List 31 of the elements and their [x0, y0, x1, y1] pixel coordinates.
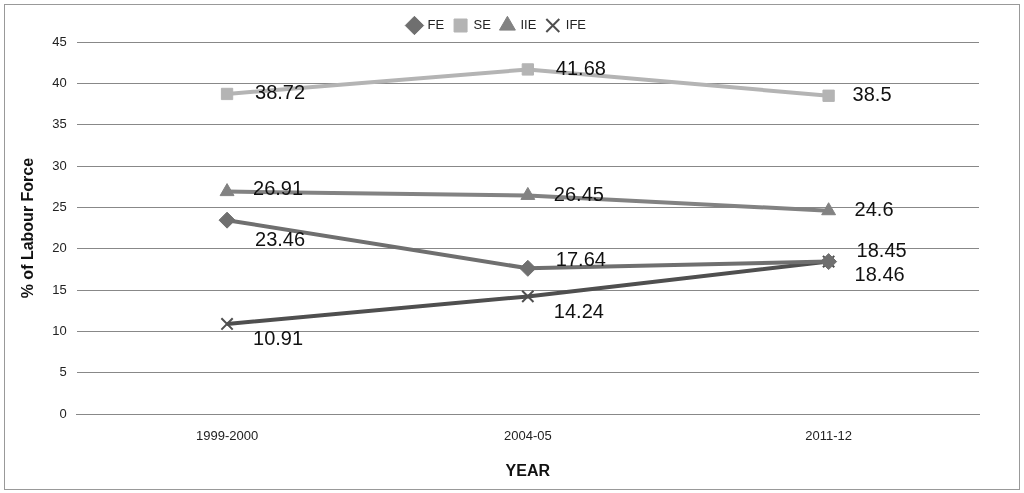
x-axis-title: YEAR — [505, 461, 551, 479]
data-label: 18.45 — [856, 239, 907, 262]
y-tick-label: 15 — [52, 281, 67, 297]
data-label: 14.24 — [553, 299, 604, 322]
data-label: 26.45 — [553, 182, 604, 205]
legend-label: FE — [427, 17, 445, 33]
x-tick-label: 2004-05 — [503, 427, 552, 443]
data-label: 18.46 — [854, 263, 905, 286]
y-tick-label: 25 — [52, 199, 67, 214]
data-label: 26.91 — [253, 177, 304, 200]
data-label: 10.91 — [253, 327, 304, 350]
data-label: 24.6 — [854, 198, 894, 221]
y-tick-label: 0 — [59, 405, 67, 421]
y-tick-label: 10 — [52, 323, 67, 339]
y-tick-label: 30 — [52, 157, 67, 173]
y-tick-label: 45 — [52, 33, 67, 49]
data-label: 38.5 — [852, 83, 892, 106]
data-label: 38.72 — [255, 81, 306, 104]
data-label: 17.64 — [555, 247, 606, 270]
legend-label: SE — [473, 17, 492, 33]
y-axis-title: % of Labour Force — [19, 157, 37, 299]
data-label: 41.68 — [555, 56, 606, 79]
y-tick-label: 20 — [52, 240, 67, 256]
x-tick-label: 2011-12 — [805, 427, 852, 443]
x-tick-label: 1999-2000 — [195, 427, 259, 443]
y-tick-label: 35 — [52, 116, 67, 132]
data-label: 23.46 — [255, 227, 306, 250]
y-tick-label: 40 — [52, 74, 67, 90]
y-tick-label: 5 — [59, 364, 67, 380]
legend-label: IFE — [565, 17, 587, 33]
legend-label: IIE — [520, 17, 537, 33]
